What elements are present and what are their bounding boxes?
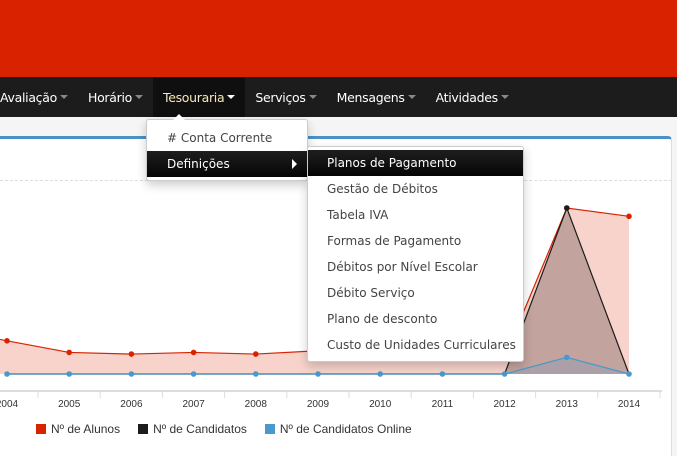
data-point[interactable] [626,371,632,377]
submenu-item[interactable]: Tabela IVA [327,208,389,222]
legend-item[interactable]: Nº de Alunos [36,422,120,436]
data-point[interactable] [564,205,570,211]
nav-item-tesouraria[interactable]: Tesouraria [152,77,246,117]
x-tick-label: 2007 [182,399,205,410]
nav-label: Horário [87,89,132,105]
submenu-item[interactable]: Gestão de Débitos [327,182,438,196]
data-point[interactable] [377,371,384,377]
data-point[interactable] [315,371,321,377]
legend-swatch [138,424,149,434]
nav-item-avaliacao[interactable]: Avaliação [0,77,78,117]
submenu-item[interactable]: Débitos por Nível Escolar [327,260,478,274]
legend-item[interactable]: Nº de Candidatos [138,422,247,436]
data-point[interactable] [439,371,446,377]
legend-label: Nº de Candidatos Online [279,422,412,436]
nav-label: Mensagens [336,89,405,105]
submenu-item[interactable]: Débito Serviço [327,286,415,300]
legend-swatch [264,424,275,434]
chevron-right-icon [292,159,297,169]
main-navbar: Avaliação Horário Tesouraria Serviços Mensag… [0,77,677,117]
chart-legend: Nº de Alunos Nº de Candidatos Nº de Candid… [36,422,430,436]
data-point[interactable] [66,371,72,377]
submenu-item[interactable]: Formas de Pagamento [327,234,462,248]
legend-label: Nº de Candidatos [153,422,247,436]
menu-item-label: Definições [167,157,230,171]
x-tick-label: 2014 [618,399,641,410]
data-point[interactable] [4,338,10,344]
legend-swatch [36,424,46,434]
nav-label: Serviços [255,89,306,105]
x-tick-label: 2005 [58,399,81,410]
menu-item-definicoes[interactable]: Definições [147,151,307,177]
data-point[interactable] [626,213,632,220]
data-point[interactable] [253,351,259,357]
caret-down-icon [134,95,143,99]
data-point[interactable] [190,349,197,356]
caret-down-icon [308,95,317,99]
caret-down-icon [500,95,509,99]
submenu-item[interactable]: Plano de desconto [327,312,438,326]
data-point[interactable] [4,371,10,377]
caret-down-icon [227,95,236,99]
data-point[interactable] [128,371,135,377]
caret-down-icon [59,95,68,99]
tesouraria-dropdown: # Conta Corrente Definições [146,114,308,181]
x-tick-label: 2006 [120,399,143,410]
data-point[interactable] [501,371,508,377]
nav-label: Atividades [435,89,499,105]
nav-label: Tesouraria [162,89,225,105]
x-tick-label: 2004 [0,399,19,410]
legend-label: Nº de Alunos [51,422,121,436]
nav-item-servicos[interactable]: Serviços [245,77,326,117]
x-tick-label: 2011 [432,399,454,410]
x-tick-label: 2012 [493,399,516,410]
data-point[interactable] [564,354,570,361]
submenu-item[interactable]: Planos de Pagamento [308,150,523,176]
definicoes-submenu: Planos de Pagamento Gestão de Débitos Tabe… [307,146,524,362]
menu-item-conta-corrente[interactable]: # Conta Corrente [167,131,273,145]
legend-item[interactable]: Nº de Candidatos Online [264,422,412,436]
caret-down-icon [407,95,416,99]
nav-label: Avaliação [0,89,57,105]
x-tick-label: 2013 [556,399,579,410]
data-point[interactable] [190,371,197,377]
header-banner [0,0,677,77]
data-point[interactable] [66,349,72,356]
nav-item-horario[interactable]: Horário [78,77,153,117]
x-tick-label: 2009 [307,399,330,410]
nav-item-mensagens[interactable]: Mensagens [327,77,426,117]
submenu-item[interactable]: Custo de Unidades Curriculares [327,338,516,352]
nav-item-atividades[interactable]: Atividades [426,77,519,117]
x-tick-label: 2008 [245,399,268,410]
x-tick-label: 2010 [369,399,392,410]
data-point[interactable] [253,371,259,377]
data-point[interactable] [128,351,135,357]
